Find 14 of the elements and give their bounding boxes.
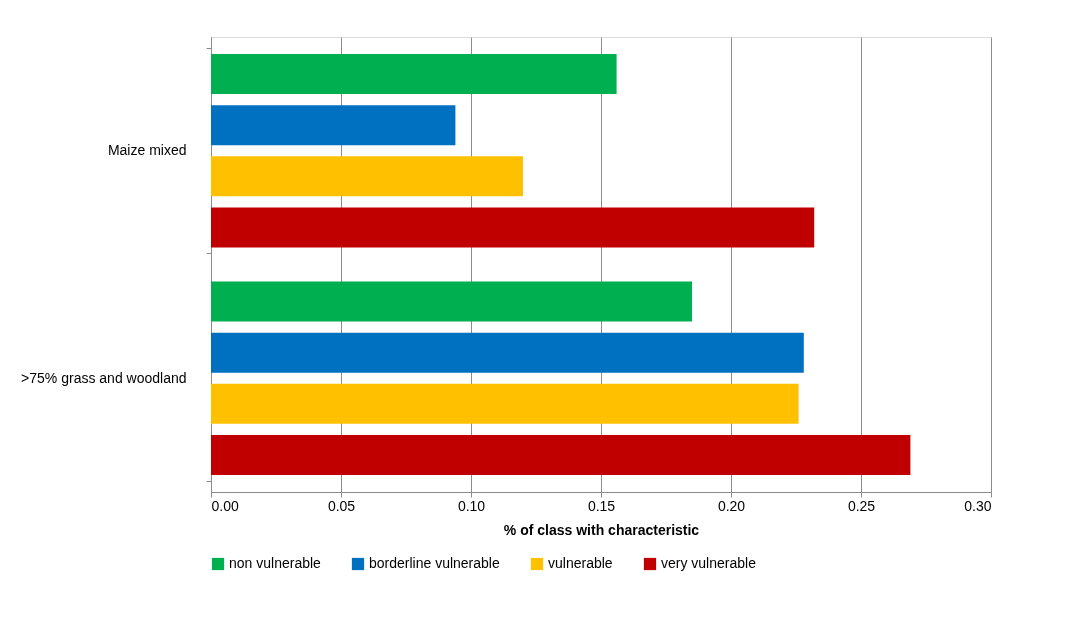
- x-tick-label: 0.25: [847, 497, 876, 514]
- legend-label: very vulnerable: [661, 555, 757, 571]
- y-tick-label: >75% grass and woodland: [21, 369, 187, 386]
- legend-label: vulnerable: [548, 555, 613, 571]
- legend-label: non vulnerable: [229, 555, 322, 571]
- x-tick-label: 0.10: [457, 497, 486, 514]
- x-tick-label: 0.30: [964, 497, 992, 514]
- x-tick-label: 0.20: [717, 497, 746, 514]
- x-axis-title: % of class with characteristic: [503, 521, 700, 538]
- legend-label: borderline vulnerable: [369, 555, 500, 571]
- x-tick-label: 0.05: [327, 497, 356, 514]
- y-tick-label: Maize mixed: [107, 142, 187, 159]
- x-tick-label: 0.00: [211, 497, 239, 514]
- x-tick-label: 0.15: [587, 497, 616, 514]
